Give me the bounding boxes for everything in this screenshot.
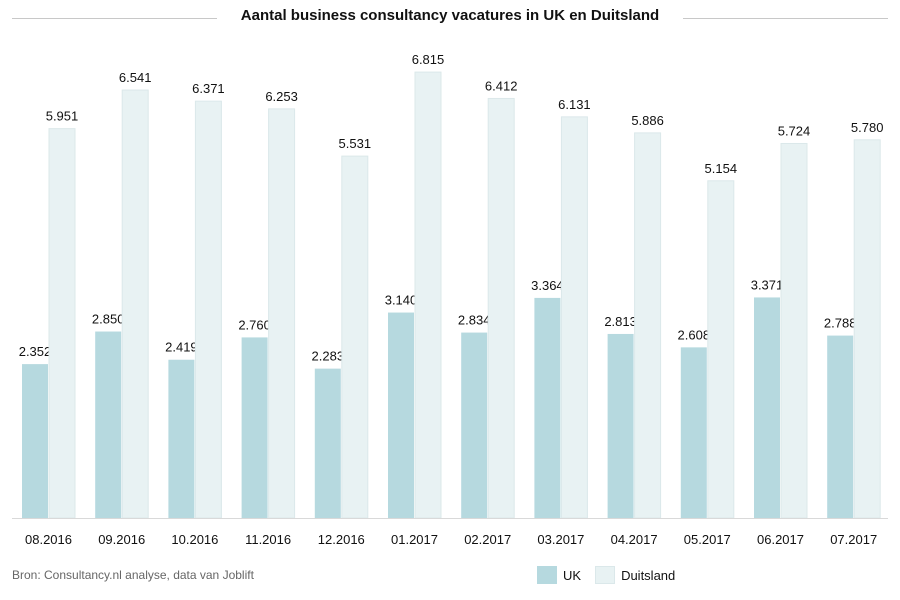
x-tick-label: 07.2017: [830, 532, 877, 547]
data-label: 3.371: [751, 277, 784, 292]
data-label: 2.788: [824, 316, 857, 331]
bar-duitsland-12.2016: [341, 155, 369, 519]
bar-duitsland-04.2017: [634, 132, 662, 519]
data-label: 6.131: [558, 97, 591, 112]
data-label: 3.364: [531, 278, 564, 293]
data-label: 6.412: [485, 78, 518, 93]
x-tick-label: 01.2017: [391, 532, 438, 547]
x-tick-label: 08.2016: [25, 532, 72, 547]
bar-uk-12.2016: [314, 368, 341, 518]
bar-duitsland-08.2016: [48, 128, 76, 519]
data-label: 2.352: [19, 344, 52, 359]
data-label: 6.371: [192, 81, 225, 96]
data-label: 6.541: [119, 70, 152, 85]
bar-uk-02.2017: [461, 332, 488, 518]
title-rule-right: [683, 18, 888, 19]
data-label: 2.419: [165, 340, 198, 355]
chart-title-bar: Aantal business consultancy vacatures in…: [0, 4, 900, 28]
legend-swatch-uk: [537, 566, 557, 584]
data-label: 2.834: [458, 313, 491, 328]
x-tick-label: 12.2016: [318, 532, 365, 547]
x-tick-label: 03.2017: [537, 532, 584, 547]
data-label: 2.608: [678, 327, 711, 342]
x-tick-label: 05.2017: [684, 532, 731, 547]
bar-uk-09.2016: [95, 331, 122, 518]
bar-uk-07.2017: [827, 335, 854, 518]
data-label: 5.780: [851, 120, 884, 135]
legend-swatch-duitsland: [595, 566, 616, 584]
bar-uk-01.2017: [388, 312, 414, 518]
bar-uk-10.2016: [168, 359, 195, 518]
bar-duitsland-06.2017: [780, 142, 808, 519]
x-tick-label: 09.2016: [98, 532, 145, 547]
bar-uk-04.2017: [607, 333, 634, 518]
bar-uk-06.2017: [754, 297, 780, 518]
bar-duitsland-05.2017: [707, 180, 735, 519]
title-rule-left: [12, 18, 217, 19]
x-tick-label: 04.2017: [611, 532, 658, 547]
bar-duitsland-03.2017: [560, 116, 588, 519]
data-label: 6.253: [265, 89, 298, 104]
x-tick-label: 11.2016: [245, 532, 291, 547]
bar-duitsland-11.2016: [268, 108, 296, 519]
bar-uk-03.2017: [534, 297, 561, 518]
data-label: 5.531: [339, 136, 372, 151]
chart-title: Aantal business consultancy vacatures in…: [240, 7, 660, 24]
source-note: Bron: Consultancy.nl analyse, data van J…: [12, 568, 254, 582]
legend-label-uk: UK: [563, 567, 582, 583]
data-label: 2.850: [92, 312, 125, 327]
x-tick-label: 06.2017: [757, 532, 804, 547]
data-label: 2.760: [238, 317, 271, 332]
bar-duitsland-02.2017: [487, 97, 515, 519]
data-label: 5.951: [46, 109, 79, 124]
data-label: 3.140: [385, 293, 418, 308]
bar-chart: 2.352 5.951 08.2016 2.850 6.541 09.2016 2.419 6…: [12, 52, 888, 547]
data-label: 5.154: [705, 161, 738, 176]
legend-label-duitsland: Duitsland: [621, 567, 676, 583]
bar-duitsland-07.2017: [853, 139, 881, 519]
data-label: 2.813: [604, 314, 637, 329]
data-label: 5.724: [778, 123, 811, 138]
bar-uk-11.2016: [241, 337, 268, 518]
bar-duitsland-09.2016: [121, 89, 149, 519]
bar-duitsland-10.2016: [194, 100, 222, 519]
legend: UK Duitsland: [537, 566, 675, 584]
data-label: 6.815: [412, 52, 445, 67]
bar-uk-05.2017: [680, 347, 707, 518]
data-label: 2.283: [312, 349, 345, 364]
bar-uk-08.2016: [22, 364, 48, 518]
x-tick-label: 10.2016: [171, 532, 218, 547]
bar-duitsland-01.2017: [414, 71, 442, 519]
x-tick-label: 02.2017: [464, 532, 511, 547]
data-label: 5.886: [631, 113, 664, 128]
